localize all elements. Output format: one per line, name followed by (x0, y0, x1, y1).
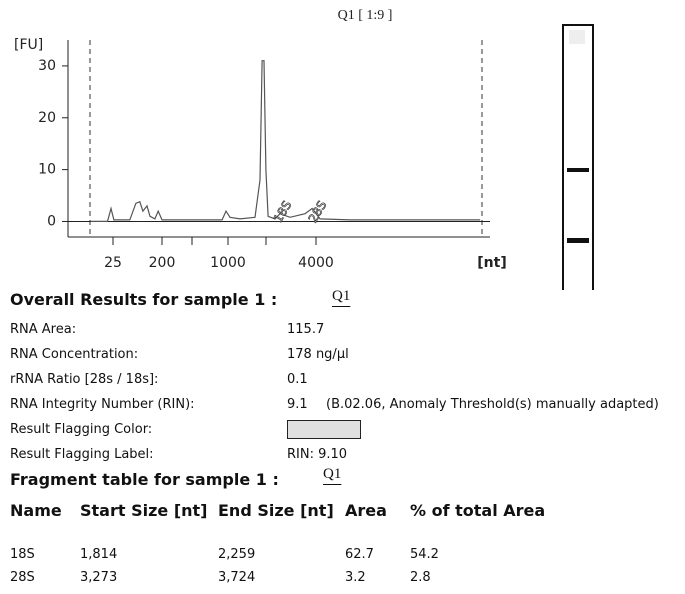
overall-title: Overall Results for sample 1 : (10, 290, 277, 309)
row-note: (B.02.06, Anomaly Threshold(s) manually … (326, 397, 659, 412)
column-header: Area (345, 501, 387, 520)
cell: 2.8 (410, 570, 431, 585)
row-value: 178 ng/µl (287, 347, 349, 362)
cell: 1,814 (80, 547, 117, 562)
fragment-title: Fragment table for sample 1 : (10, 470, 279, 489)
cell: 2,259 (218, 547, 255, 562)
row-value: 9.1 (287, 397, 308, 412)
row-label: Result Flagging Color: (10, 422, 152, 437)
cell: 3,273 (80, 570, 117, 585)
cell: 18S (10, 547, 35, 562)
column-header: Name (10, 501, 62, 520)
chart-title: Q1 [ 1:9 ] (338, 8, 393, 23)
x-tick-label: 200 (149, 255, 176, 271)
electropherogram: Q1 [ 1:9 ] [FU] [nt] 0 10 20 30 25 200 1000 400… (0, 0, 610, 290)
x-tick-label: 4000 (298, 255, 334, 271)
y-tick-label: 20 (38, 110, 56, 126)
row-label: RNA Concentration: (10, 347, 138, 362)
fragment-sample: Q1 (323, 466, 341, 483)
column-header: Start Size [nt] (80, 501, 207, 520)
trace (91, 61, 481, 222)
y-tick-label: 0 (47, 213, 56, 229)
row-value: 115.7 (287, 322, 324, 337)
x-tick-label: 1000 (210, 255, 246, 271)
cell: 62.7 (345, 547, 374, 562)
column-header: End Size [nt] (218, 501, 334, 520)
gel-band (569, 30, 585, 44)
cell: 3.2 (345, 570, 366, 585)
flag-color (287, 420, 361, 439)
gel-lane (563, 25, 593, 290)
x-tick-label: 25 (104, 255, 122, 271)
gel-band (567, 238, 589, 243)
cell: 3,724 (218, 570, 255, 585)
row-value: 0.1 (287, 372, 308, 387)
gel-band (567, 168, 589, 172)
x-axis-label: [nt] (477, 255, 506, 271)
row-label: rRNA Ratio [28s / 18s]: (10, 372, 158, 387)
y-axis-label: [FU] (14, 37, 43, 53)
y-tick-label: 10 (38, 162, 56, 178)
overall-sample: Q1 (332, 288, 350, 305)
y-tick-label: 30 (38, 58, 56, 74)
page: Q1 [ 1:9 ] [FU] [nt] 0 10 20 30 25 200 1000 400… (0, 0, 685, 594)
row-label: RNA Integrity Number (RIN): (10, 397, 195, 412)
cell: 54.2 (410, 547, 439, 562)
row-value: RIN: 9.10 (287, 447, 347, 462)
column-header: % of total Area (410, 501, 545, 520)
cell: 28S (10, 570, 35, 585)
row-label: Result Flagging Label: (10, 447, 154, 462)
row-label: RNA Area: (10, 322, 76, 337)
